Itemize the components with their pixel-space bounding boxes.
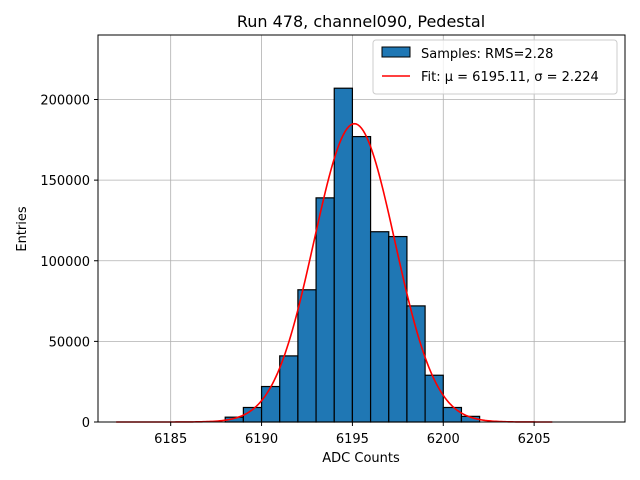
y-tick-label: 200000 [40,94,90,109]
chart-title: Run 478, channel090, Pedestal [237,12,485,31]
histogram-bar [297,289,317,423]
x-tick-label: 6185 [154,432,187,447]
histogram-bar [315,197,335,423]
x-axis-ticks: 6185 6190 6195 6200 6205 [154,422,551,447]
x-tick-label: 6195 [336,432,369,447]
histogram-bar [442,406,463,423]
y-tick-label: 0 [82,416,90,431]
histogram-bar [424,374,444,423]
x-tick-label: 6190 [245,432,278,447]
legend-fit-label: Fit: μ = 6195.11, σ = 2.224 [421,70,599,85]
x-axis-label: ADC Counts [322,451,400,466]
x-tick-label: 6205 [518,432,551,447]
legend: Samples: RMS=2.28 Fit: μ = 6195.11, σ = … [372,39,618,95]
y-tick-label: 100000 [40,255,90,270]
histogram-bar [333,87,354,423]
legend-samples-label: Samples: RMS=2.28 [421,47,553,62]
histogram-bar [351,135,372,423]
y-tick-label: 50000 [49,335,90,350]
y-tick-label: 150000 [40,174,90,189]
histogram-bar [406,305,426,423]
histogram-bars [224,87,481,423]
y-axis-label: Entries [15,206,30,252]
histogram-bar [279,355,299,423]
axes-frame [97,34,626,423]
histogram-bar [369,231,390,423]
x-tick-label: 6200 [427,432,460,447]
y-axis-ticks: 0 50000 100000 150000 200000 [40,94,98,431]
legend-box [372,39,618,95]
legend-samples-patch [381,46,411,58]
histogram-bar [260,385,281,423]
histogram-bar [388,235,408,423]
